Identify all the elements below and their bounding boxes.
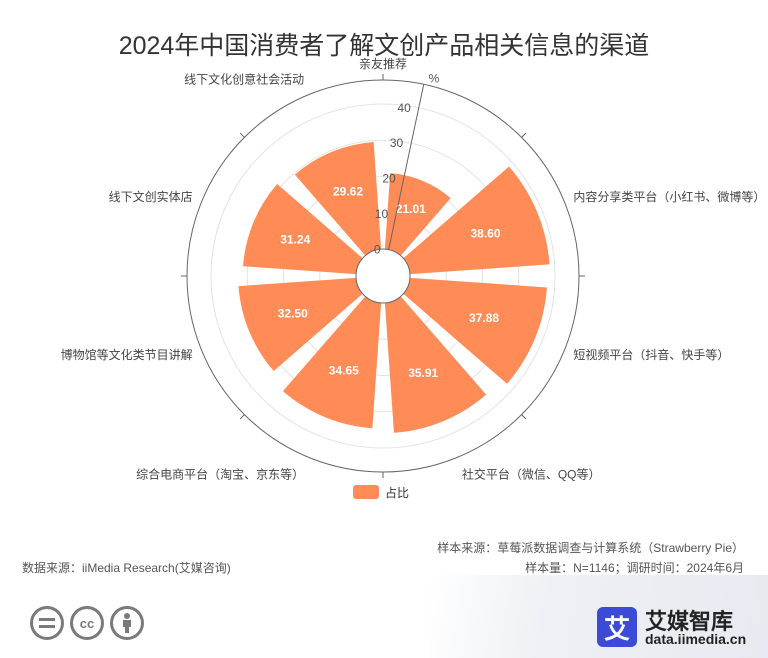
grid-circle-2	[283, 176, 483, 376]
grid-circle-4	[210, 103, 556, 449]
radial-tick-label-4: 40	[397, 101, 411, 115]
radial-axis	[388, 84, 425, 250]
bar-1	[403, 166, 550, 275]
angle-tick-3	[521, 414, 527, 420]
data-label-3: 35.91	[408, 366, 438, 380]
sample-source: 样本来源：草莓派数据调查与计算系统（Strawberry Pie）	[437, 541, 744, 555]
inner-circle	[355, 248, 411, 304]
category-label-6: 线下文创实体店	[109, 189, 193, 204]
data-label-4: 34.65	[329, 364, 359, 378]
angle-tick-7	[239, 132, 245, 138]
angle-tick-5	[239, 414, 245, 420]
person-icon	[110, 606, 144, 640]
category-label-3: 社交平台（微信、QQ等）	[462, 466, 601, 481]
bar-0	[384, 173, 451, 256]
bar-7	[294, 141, 382, 256]
category-label-7: 线下文化创意社会活动	[184, 72, 304, 87]
grid-circle-3	[246, 139, 520, 413]
angle-tick-1	[521, 132, 527, 138]
cc-icon: cc	[70, 606, 104, 640]
category-label-5: 博物馆等文化类节目讲解	[61, 347, 193, 362]
brand-url: data.iimedia.cn	[645, 631, 747, 647]
legend-label: 占比	[385, 485, 409, 500]
grid-circle-1	[319, 212, 447, 340]
brand-name: 艾媒智库	[645, 609, 734, 634]
radial-tick-label-1: 10	[375, 207, 389, 221]
radial-tick-label-2: 20	[382, 172, 396, 186]
bar-2	[403, 277, 547, 384]
data-label-7: 29.62	[333, 185, 363, 199]
data-label-2: 37.88	[469, 311, 499, 325]
category-label-1: 内容分享类平台（小红书、微博等）	[573, 189, 765, 204]
chart-title: 2024年中国消费者了解文创产品相关信息的渠道	[118, 32, 650, 60]
bar-5	[238, 277, 363, 372]
polar-bar-chart: 21.01 38.60 37.88 35.91 34.65 32.50 31.24 29.62…	[61, 57, 766, 500]
category-label-0: 亲友推荐	[359, 57, 407, 71]
category-label-4: 综合电商平台（淘宝、京东等）	[136, 466, 304, 481]
radial-tick-label-0: 0	[374, 243, 381, 257]
category-label-2: 短视频平台（抖音、快手等）	[573, 347, 729, 362]
bar-3	[384, 296, 487, 433]
equal-icon	[30, 606, 64, 640]
data-label-1: 38.60	[470, 227, 500, 241]
bar-4	[282, 296, 382, 429]
brand-logo: 艾	[597, 607, 637, 647]
radial-tick-label-3: 30	[390, 136, 404, 150]
data-label-0: 21.01	[396, 202, 426, 216]
radial-axis-unit: %	[429, 71, 440, 85]
data-source: 数据来源：iiMedia Research(艾媒咨询)	[22, 561, 231, 575]
bar-6	[243, 183, 363, 275]
data-label-6: 31.24	[280, 233, 310, 247]
data-label-5: 32.50	[278, 306, 308, 320]
sample-info: 样本量：N=1146；调研时间：2024年6月	[525, 561, 744, 575]
legend-swatch	[353, 485, 379, 499]
